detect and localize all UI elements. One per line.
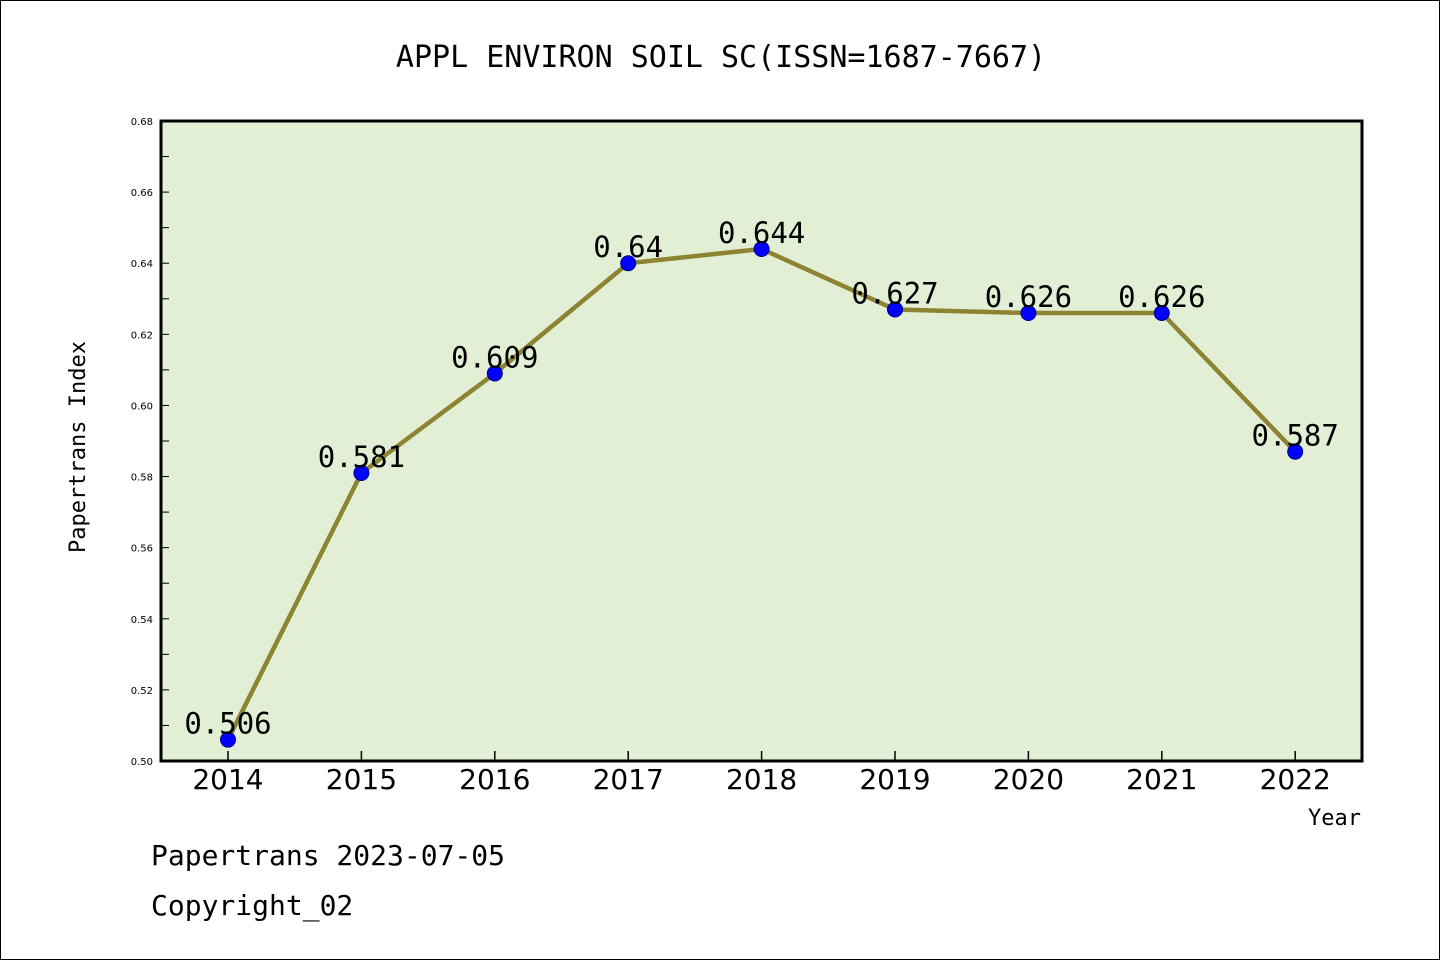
data-point	[220, 731, 236, 748]
data-point	[1153, 305, 1170, 321]
y-tick-label: 0.58	[131, 473, 153, 484]
series-markers	[220, 241, 1304, 748]
x-tick-label: 2018	[726, 763, 797, 796]
x-tick-label: 2017	[593, 763, 664, 796]
chart-title: APPL ENVIRON SOIL SC(ISSN=1687-7667)	[396, 40, 1046, 75]
data-label: 0.587	[1252, 419, 1339, 453]
data-label: 0.581	[318, 440, 405, 474]
data-label: 0.64	[593, 230, 663, 264]
y-tick-label: 0.66	[131, 188, 153, 199]
y-tick-label: 0.56	[131, 544, 153, 555]
footer-source: Papertrans 2023-07-05	[151, 839, 505, 872]
data-label: 0.506	[184, 707, 271, 741]
x-tick-label: 2021	[1126, 763, 1197, 796]
y-tick-label: 0.52	[131, 686, 153, 697]
data-point	[486, 365, 503, 382]
y-tick-label: 0.54	[131, 615, 153, 626]
y-tick-label: 0.50	[131, 757, 153, 768]
plot-border	[159, 119, 1364, 763]
x-tick-label: 2020	[993, 763, 1064, 796]
y-tick-label: 0.62	[131, 330, 153, 341]
data-label: 0.609	[451, 340, 538, 374]
y-tick-label: 0.64	[131, 259, 153, 270]
x-tick-label: 2016	[459, 763, 530, 796]
plot-area	[161, 121, 1362, 761]
x-tick-label: 2014	[192, 763, 263, 796]
data-point	[887, 301, 903, 318]
data-label: 0.627	[851, 276, 938, 310]
data-label: 0.626	[985, 280, 1072, 314]
data-label: 0.644	[718, 216, 805, 250]
y-axis-label: Papertrans Index	[66, 341, 91, 553]
x-tick-label: 2022	[1260, 763, 1331, 796]
data-point	[1287, 443, 1304, 460]
x-tick-label: 2015	[326, 763, 397, 796]
x-tick-label: 2019	[859, 763, 930, 796]
data-label: 0.626	[1118, 280, 1205, 314]
footer-copyright: Copyright_02	[151, 889, 353, 923]
data-point	[1020, 305, 1037, 321]
data-point	[353, 465, 370, 481]
data-labels: 0.506 0.581 0.609 0.64 0.644 0.627 0.626 0.626 0…	[184, 216, 1339, 741]
y-tick-label: 0.60	[131, 401, 153, 412]
x-axis: 2014 2015 2016 2017 2018 2019 2020 2021 2022	[192, 751, 1331, 796]
data-point	[753, 241, 770, 257]
data-point	[620, 255, 637, 272]
y-tick-label: 0.68	[131, 117, 153, 128]
x-axis-label: Year	[1308, 806, 1361, 831]
